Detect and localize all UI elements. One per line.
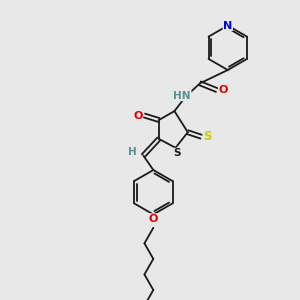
Text: S: S bbox=[173, 148, 180, 158]
Text: O: O bbox=[148, 214, 158, 224]
Text: HN: HN bbox=[173, 91, 191, 100]
Text: O: O bbox=[219, 85, 228, 95]
Text: H: H bbox=[128, 147, 136, 157]
Text: S: S bbox=[203, 130, 212, 143]
Text: O: O bbox=[133, 111, 142, 121]
Text: N: N bbox=[223, 21, 232, 31]
